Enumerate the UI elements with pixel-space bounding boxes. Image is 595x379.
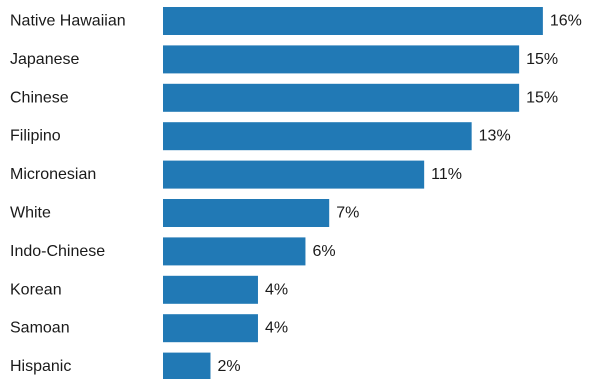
- value-label: 4%: [265, 281, 288, 298]
- category-label: Samoan: [10, 320, 70, 337]
- bar: [163, 122, 472, 151]
- bar: [163, 352, 211, 379]
- value-label: 2%: [217, 358, 240, 375]
- value-label: 13%: [479, 128, 511, 145]
- category-label: Chinese: [10, 89, 69, 106]
- value-label: 15%: [526, 89, 558, 106]
- value-label: 6%: [312, 243, 335, 260]
- value-label: 7%: [336, 205, 359, 222]
- bar: [163, 83, 520, 112]
- value-label: 16%: [550, 13, 582, 30]
- bar: [163, 314, 258, 343]
- category-label: White: [10, 205, 51, 222]
- bar: [163, 237, 306, 266]
- bar: [163, 160, 425, 189]
- bar: [163, 199, 330, 227]
- category-label: Micronesian: [10, 166, 96, 183]
- category-label: Korean: [10, 281, 62, 298]
- category-label: Native Hawaiian: [10, 13, 126, 30]
- category-label: Filipino: [10, 128, 61, 145]
- value-label: 11%: [431, 166, 462, 183]
- category-label: Indo-Chinese: [10, 243, 105, 260]
- value-label: 15%: [526, 51, 558, 68]
- category-label: Japanese: [10, 51, 79, 68]
- bar: [163, 7, 543, 35]
- category-label: Hispanic: [10, 358, 71, 375]
- bar: [163, 45, 520, 74]
- bar: [163, 275, 258, 304]
- value-label: 4%: [265, 320, 288, 337]
